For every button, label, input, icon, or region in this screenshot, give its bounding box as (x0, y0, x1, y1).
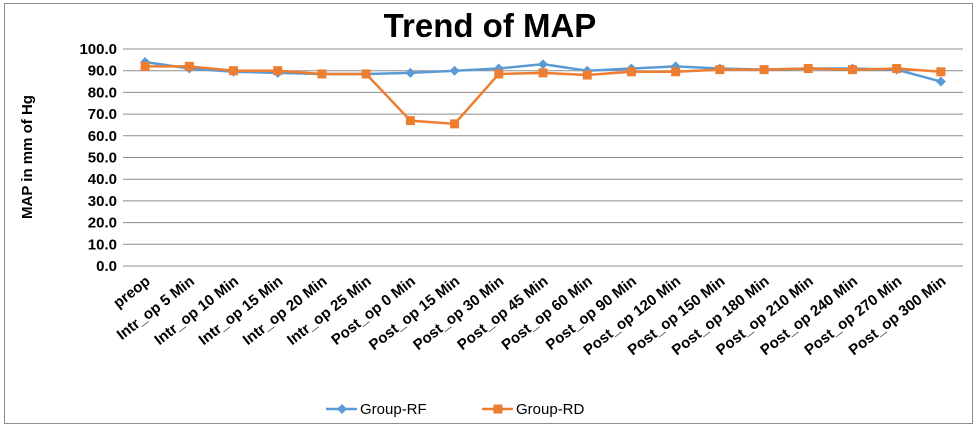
gridlines (123, 48, 963, 267)
legend: Group-RF Group-RD (326, 401, 585, 418)
legend-item: Group-RF (326, 401, 427, 418)
legend-label: Group-RF (360, 401, 427, 418)
data-point (759, 65, 769, 75)
data-point (361, 69, 371, 79)
y-tick-label: 80.0 (88, 84, 117, 101)
y-tick-label: 90.0 (88, 63, 117, 80)
data-point (715, 65, 725, 75)
data-point (405, 116, 415, 126)
data-point (538, 68, 548, 78)
chart-title: Trend of MAP (384, 7, 597, 44)
data-point (538, 59, 548, 70)
y-tick-label: 100.0 (79, 41, 117, 58)
data-point (317, 69, 327, 79)
data-point (892, 64, 902, 74)
data-point (449, 65, 460, 76)
y-tick-label: 10.0 (88, 236, 117, 253)
data-point (582, 70, 592, 80)
data-point (494, 69, 504, 79)
data-point (847, 65, 857, 75)
data-point (184, 61, 194, 71)
y-tick-labels: 0.0 10.0 20.0 30.0 40.0 50.0 60.0 70.0 80.0 90.0 1… (79, 41, 117, 275)
legend-item: Group-RD (482, 401, 585, 418)
legend-marker (493, 404, 503, 414)
y-tick-label: 40.0 (88, 171, 117, 188)
data-point (140, 61, 150, 71)
series-group-rd (140, 61, 946, 129)
y-tick-label: 30.0 (88, 193, 117, 210)
data-point (671, 67, 681, 77)
y-axis-label: MAP in mm of Hg (19, 95, 36, 219)
legend-label: Group-RD (516, 401, 585, 418)
data-point (935, 76, 946, 87)
data-point (626, 67, 636, 77)
data-point (273, 66, 283, 76)
data-point (450, 119, 460, 129)
y-tick-label: 70.0 (88, 106, 117, 123)
y-tick-label: 60.0 (88, 128, 117, 145)
series-lines (140, 57, 946, 129)
data-point (229, 66, 239, 76)
data-point (936, 67, 946, 77)
y-tick-label: 20.0 (88, 215, 117, 232)
data-point (803, 64, 813, 74)
data-point (405, 67, 416, 78)
y-tick-label: 0.0 (96, 258, 117, 275)
legend-marker (337, 404, 347, 414)
chart-frame (4, 3, 973, 424)
y-tick-label: 50.0 (88, 150, 117, 167)
